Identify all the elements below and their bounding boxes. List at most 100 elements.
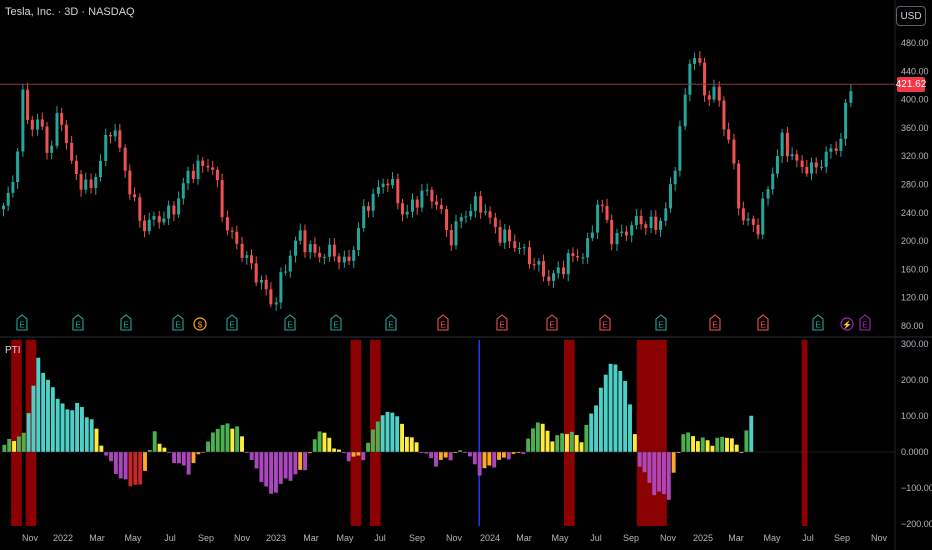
dividend-marker xyxy=(193,317,207,331)
time-axis-tick: Nov xyxy=(234,533,251,543)
candle-body xyxy=(737,163,741,209)
pti-bar xyxy=(565,434,569,452)
candle-body xyxy=(771,173,775,190)
candle-body xyxy=(746,218,750,221)
candle-body xyxy=(425,189,429,191)
candle-body xyxy=(60,113,64,125)
pti-bar xyxy=(506,452,511,460)
pti-bar xyxy=(16,436,21,452)
pti-bar xyxy=(555,435,560,452)
pti-bar xyxy=(41,372,46,452)
candle-body xyxy=(537,261,541,265)
candle-body xyxy=(133,194,137,198)
highlight-band xyxy=(350,340,362,526)
event-marker-label: ⚡ xyxy=(842,320,852,330)
candle-body xyxy=(517,247,521,249)
candle-body xyxy=(6,192,10,206)
pti-bar xyxy=(206,441,210,452)
candle-body xyxy=(84,179,88,190)
candle-body xyxy=(269,289,273,305)
pti-bar xyxy=(2,444,7,452)
event-marker-label: E xyxy=(499,321,504,330)
pti-bar xyxy=(298,452,303,470)
pti-bar xyxy=(584,424,589,452)
earnings-marker xyxy=(709,314,721,331)
pti-bar xyxy=(75,402,80,452)
candle-body xyxy=(322,256,326,258)
candle-body xyxy=(532,264,536,266)
candle-body xyxy=(527,247,531,265)
pti-bar xyxy=(147,450,152,452)
candle-body xyxy=(45,126,49,153)
pti-bar xyxy=(186,452,191,475)
event-marker-label: E xyxy=(658,321,663,330)
candle-body xyxy=(396,179,400,204)
candle-body xyxy=(722,100,726,130)
event-marker-label: E xyxy=(760,321,765,330)
time-axis-tick: Nov xyxy=(22,533,39,543)
pti-bar xyxy=(715,437,720,452)
pti-bar xyxy=(375,421,380,452)
candle-body xyxy=(138,197,142,221)
pti-axis-tick: 300.00 xyxy=(901,339,929,349)
candle-body xyxy=(664,208,668,221)
split-marker xyxy=(840,317,854,331)
currency-button[interactable]: USD xyxy=(896,6,926,26)
candle-body xyxy=(225,217,229,231)
pti-bar xyxy=(574,435,579,452)
candle-body xyxy=(620,231,624,234)
candle-body xyxy=(522,247,526,249)
candle-body xyxy=(79,174,83,190)
pti-bar xyxy=(167,452,172,453)
pti-bar xyxy=(50,387,55,452)
pti-bar xyxy=(395,416,400,452)
pti-bar xyxy=(109,452,113,462)
earnings-marker xyxy=(226,314,238,331)
event-marker-label: E xyxy=(388,321,393,330)
pti-bar xyxy=(133,452,138,485)
event-marker-label: E xyxy=(229,321,234,330)
pti-bar xyxy=(603,374,608,452)
candle-body xyxy=(55,113,59,146)
candle-body xyxy=(785,132,789,157)
pti-bar xyxy=(152,431,157,452)
candle-body xyxy=(775,156,779,174)
pti-bar xyxy=(652,452,657,496)
time-axis-tick: May xyxy=(336,533,354,543)
candle-body xyxy=(415,199,419,208)
pti-bar xyxy=(492,452,497,468)
candle-body xyxy=(259,279,263,283)
pti-bar xyxy=(7,438,12,452)
pti-axis-tick: 0.0000 xyxy=(901,447,929,457)
candle-body xyxy=(479,196,483,213)
candle-body xyxy=(147,219,151,232)
candle-body xyxy=(624,231,628,236)
pti-bar xyxy=(589,413,594,452)
pti-bar xyxy=(322,432,327,452)
candle-body xyxy=(167,205,171,219)
highlight-band xyxy=(25,340,37,526)
pti-axis-tick: −100.00 xyxy=(901,483,932,493)
pti-bar xyxy=(720,436,725,452)
candle-body xyxy=(449,230,453,246)
pti-bar xyxy=(312,439,317,452)
pti-bar xyxy=(521,452,526,454)
pti-bar xyxy=(12,441,16,452)
candle-body xyxy=(21,89,25,152)
candle-body xyxy=(576,256,580,258)
candle-body xyxy=(844,102,848,139)
candle-body xyxy=(123,147,127,171)
pti-bar xyxy=(608,363,613,452)
pti-bar xyxy=(409,437,414,452)
candle-body xyxy=(839,138,843,151)
candle-body xyxy=(376,187,380,194)
pti-bar xyxy=(434,452,438,467)
candle-body xyxy=(308,244,312,253)
candle-body xyxy=(654,216,658,230)
pti-bar xyxy=(749,415,754,452)
event-marker-label: E xyxy=(75,321,80,330)
candle-body xyxy=(172,205,176,215)
time-axis-tick: 2024 xyxy=(480,533,500,543)
pti-bar xyxy=(269,452,274,494)
candle-body xyxy=(362,206,366,229)
